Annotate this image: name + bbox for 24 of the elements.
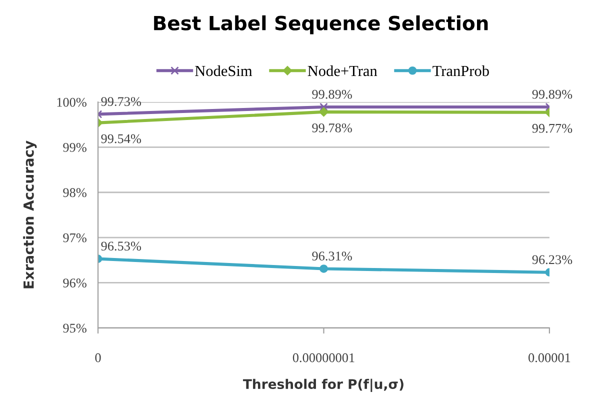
legend-label: NodeSim <box>195 65 252 76</box>
data-label: 99.77% <box>532 124 572 133</box>
x-tick-label: 0.00001 <box>528 353 570 362</box>
data-label: 96.23% <box>532 255 572 264</box>
data-label: 96.53% <box>101 242 142 251</box>
data-label: 99.78% <box>312 123 352 132</box>
y-tick-label: 99% <box>63 142 86 152</box>
x-axis-title: Threshold for P(f|u,σ) <box>242 378 404 392</box>
legend-label: TranProb <box>432 65 489 76</box>
y-tick-label: 100% <box>57 98 86 107</box>
data-label: 96.31% <box>312 252 352 261</box>
chart-title: Best Label Sequence Selection <box>154 15 488 34</box>
x-tick-label: 0.00000001 <box>292 353 354 362</box>
data-label: 99.89% <box>532 90 572 99</box>
y-axis-title: Exraction Accuracy <box>23 140 37 288</box>
y-tick-label: 96% <box>63 278 86 288</box>
data-label: 99.89% <box>312 90 352 99</box>
y-tick-label: 98% <box>63 188 86 198</box>
data-label: 99.73% <box>101 97 142 106</box>
data-label: 99.54% <box>101 134 142 144</box>
y-tick-label: 95% <box>63 324 86 333</box>
y-tick-label: 97% <box>63 233 86 242</box>
x-tick-label: 0 <box>95 353 101 362</box>
legend-label: Node+Tran <box>308 65 378 76</box>
